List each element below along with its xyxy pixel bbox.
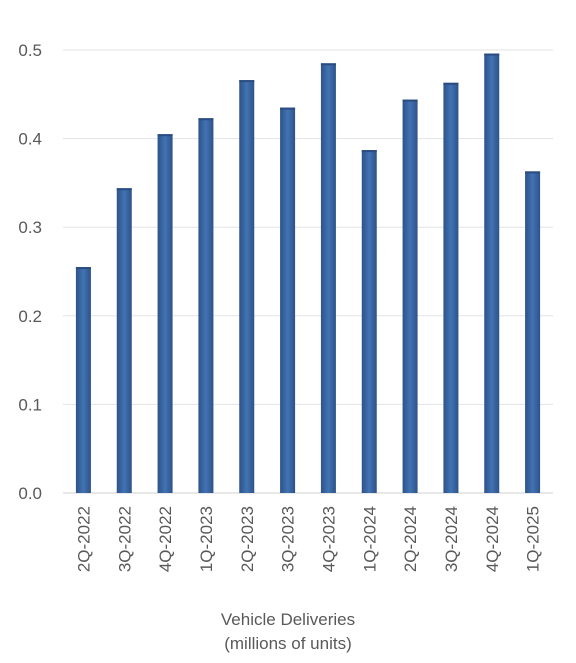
x-tick-label: 4Q-2023 (319, 506, 338, 572)
x-tick-label: 1Q-2025 (524, 506, 543, 572)
x-tick-label: 4Q-2024 (483, 506, 502, 572)
y-tick-label: 0.0 (18, 484, 42, 503)
y-tick-label: 0.2 (18, 307, 42, 326)
bar (280, 107, 296, 493)
bar (239, 80, 255, 494)
bar-top-edge (198, 118, 214, 121)
x-tick-label: 2Q-2024 (401, 506, 420, 572)
bar (157, 134, 173, 494)
bar-top-edge (402, 99, 418, 102)
bar-top-edge (320, 63, 336, 66)
bar-top-edge (239, 80, 255, 83)
chart-caption-line-1: Vehicle Deliveries (220, 610, 356, 629)
bar-top-edge (75, 267, 91, 270)
bar (320, 63, 336, 493)
x-tick-label: 2Q-2022 (74, 506, 93, 572)
y-tick-label: 0.5 (18, 41, 42, 60)
bar-top-edge (484, 53, 500, 56)
y-axis: 0.0 0.1 0.2 0.3 0.4 0.5 (18, 41, 42, 503)
bar-top-edge (525, 171, 541, 174)
bar (443, 82, 459, 494)
x-tick-label: 3Q-2023 (279, 506, 298, 572)
x-tick-label: 1Q-2023 (197, 506, 216, 572)
bar-top-edge (443, 82, 459, 85)
x-tick-label: 4Q-2022 (156, 506, 175, 572)
x-axis: 2Q-2022 3Q-2022 4Q-2022 1Q-2023 2Q-2023 3Q-20… (74, 506, 542, 572)
bar-top-edge (361, 150, 377, 153)
y-tick-label: 0.1 (18, 395, 42, 414)
bar (525, 171, 541, 493)
bars (75, 53, 541, 494)
y-tick-label: 0.3 (18, 218, 42, 237)
bar (484, 53, 500, 493)
x-tick-label: 3Q-2024 (442, 506, 461, 572)
bar-top-edge (116, 188, 132, 191)
bar (361, 150, 377, 494)
bar (198, 118, 214, 494)
y-tick-label: 0.4 (18, 130, 42, 149)
x-tick-label: 3Q-2022 (115, 506, 134, 572)
x-tick-label: 1Q-2024 (360, 506, 379, 572)
bar (402, 99, 418, 493)
bar-top-edge (280, 107, 296, 110)
chart-caption-line-2: (millions of units) (224, 634, 352, 653)
bar (75, 267, 91, 493)
x-tick-label: 2Q-2023 (238, 506, 257, 572)
gridlines (63, 49, 553, 494)
bar (116, 188, 132, 493)
bar-top-edge (157, 134, 173, 137)
